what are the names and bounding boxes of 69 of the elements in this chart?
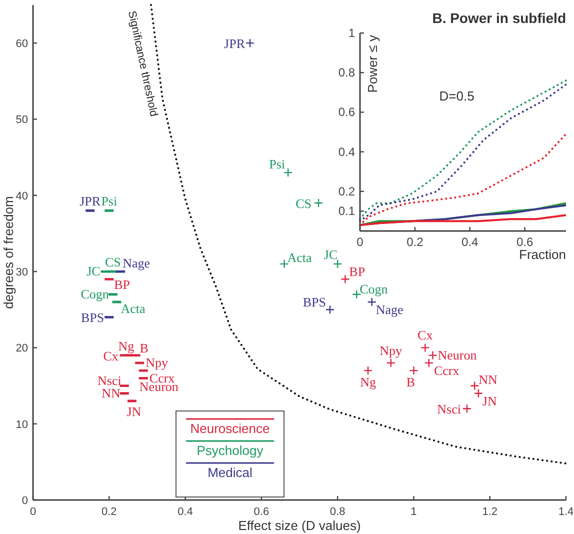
annotation: BPS xyxy=(302,294,326,310)
annotation: Psi xyxy=(269,156,286,172)
chart-title: B. Power in subfield xyxy=(432,10,566,26)
annotation: Ccrx xyxy=(434,362,460,378)
text: Medical xyxy=(208,465,253,480)
annotation: B xyxy=(140,340,149,356)
annotation: Npy xyxy=(146,354,168,370)
annotation: Npy xyxy=(380,342,403,358)
annotation: JPR xyxy=(224,36,246,52)
annotation: Ng xyxy=(360,374,376,390)
y-tick-label: 10 xyxy=(16,418,28,431)
x-tick-label: 0 xyxy=(356,235,364,249)
annotation: JN xyxy=(126,404,142,419)
y-tick-label: 50 xyxy=(16,114,28,126)
annotation: Nage xyxy=(122,256,150,271)
annotation: Ng xyxy=(118,338,135,354)
annotation: B xyxy=(406,374,416,390)
annotation: Nsci xyxy=(98,372,122,388)
x-axis-title: Effect size (D values) xyxy=(238,518,361,533)
annotation: JC xyxy=(86,264,100,279)
x-tick-label: 1.2 xyxy=(482,506,498,518)
annotation: CS xyxy=(104,254,121,270)
y-tick-label: 60 xyxy=(16,38,28,50)
y-tick-label: 30 xyxy=(16,266,28,279)
annotation: JC xyxy=(324,246,338,262)
y-axis-title: Power ≤ y xyxy=(365,34,380,93)
x-tick-label: 0.2 xyxy=(101,506,117,518)
text: Neuroscience xyxy=(190,421,270,436)
annotation: Neuron xyxy=(438,347,478,362)
annotation: BP xyxy=(349,264,366,280)
x-tick-label: 0.2 xyxy=(406,235,424,249)
y-tick-label: 0 xyxy=(22,495,28,507)
x-axis-title: Fraction xyxy=(519,247,566,262)
x-tick-label: 0.8 xyxy=(330,506,346,518)
annotation: CS xyxy=(296,196,312,211)
x-tick-label: 0 xyxy=(30,506,36,518)
annotation: Acta xyxy=(287,250,312,265)
annotation: Significance threshold xyxy=(125,10,160,118)
x-tick-label: 0.6 xyxy=(516,235,534,249)
annotation: BP xyxy=(114,277,130,292)
text: Psychology xyxy=(196,443,264,458)
annotation: Acta xyxy=(120,301,146,316)
x-tick-label: 1 xyxy=(410,506,417,518)
annotation: NN xyxy=(478,372,498,387)
annotation: Nage xyxy=(376,302,404,317)
y-axis-title: degrees of freedom xyxy=(1,196,16,309)
y-tick-label: 20 xyxy=(16,342,28,355)
annotation: Cx xyxy=(103,348,119,364)
y-tick-label: 0.6 xyxy=(338,105,356,120)
annotation: BPS xyxy=(81,310,104,326)
annotation: JPR xyxy=(80,194,101,209)
y-tick-label: 0.2 xyxy=(338,184,356,198)
y-tick-label: 1 xyxy=(348,26,356,40)
y-tick-label: 0.1 xyxy=(338,204,356,218)
y-tick-label: 0.8 xyxy=(338,66,356,80)
x-tick-label: 0.6 xyxy=(254,506,270,518)
annotation: Cogn xyxy=(80,286,110,302)
x-tick-label: 0.4 xyxy=(462,235,479,249)
annotation: Cogn xyxy=(360,281,388,296)
x-tick-label: 1.4 xyxy=(558,506,574,518)
annotation: Cx xyxy=(418,328,434,343)
annotation: Nsci xyxy=(437,402,462,417)
annotation: D=0.5 xyxy=(439,88,474,104)
annotation: NN xyxy=(102,385,121,400)
annotation: Psi xyxy=(101,194,118,209)
x-tick-label: 0.4 xyxy=(178,506,193,518)
annotation: JN xyxy=(482,393,498,408)
y-tick-label: 40 xyxy=(16,190,28,202)
y-tick-label: 0.4 xyxy=(338,144,356,159)
